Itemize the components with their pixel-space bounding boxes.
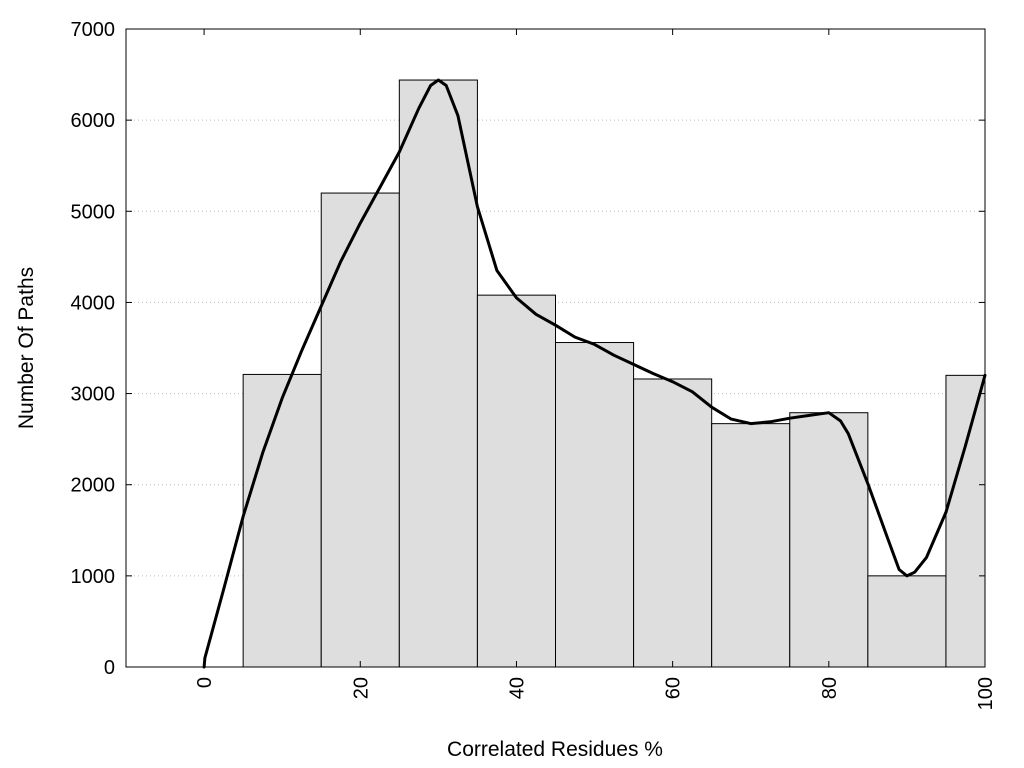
x-tick-label-100: 100	[975, 677, 997, 710]
y-tick-label-4000: 4000	[71, 292, 116, 314]
histogram-bar-1	[321, 193, 399, 667]
histogram-bar-0	[243, 374, 321, 667]
y-tick-label-5000: 5000	[71, 201, 116, 223]
histogram-bars	[243, 80, 985, 667]
y-tick-label-2000: 2000	[71, 475, 116, 497]
histogram-bar-9	[946, 375, 985, 667]
x-tick-label-60: 60	[663, 677, 685, 699]
y-tick-label-1000: 1000	[71, 566, 116, 588]
x-tick-label-80: 80	[819, 677, 841, 699]
y-tick-label-0: 0	[104, 657, 115, 679]
histogram-bar-2	[399, 80, 477, 667]
y-tick-label-6000: 6000	[71, 110, 116, 132]
y-tick-label-3000: 3000	[71, 384, 116, 406]
x-tick-label-20: 20	[350, 677, 372, 699]
histogram-bar-5	[634, 379, 712, 667]
x-tick-label-0: 0	[194, 677, 216, 688]
histogram-bar-3	[477, 295, 555, 667]
histogram-bar-8	[868, 576, 946, 667]
y-tick-label-7000: 7000	[71, 19, 116, 41]
histogram-bar-4	[556, 343, 634, 667]
x-tick-label-40: 40	[506, 677, 528, 699]
x-axis-label: Correlated Residues %	[447, 738, 663, 761]
y-axis-label: Number Of Paths	[15, 267, 38, 429]
histogram-bar-6	[712, 424, 790, 667]
